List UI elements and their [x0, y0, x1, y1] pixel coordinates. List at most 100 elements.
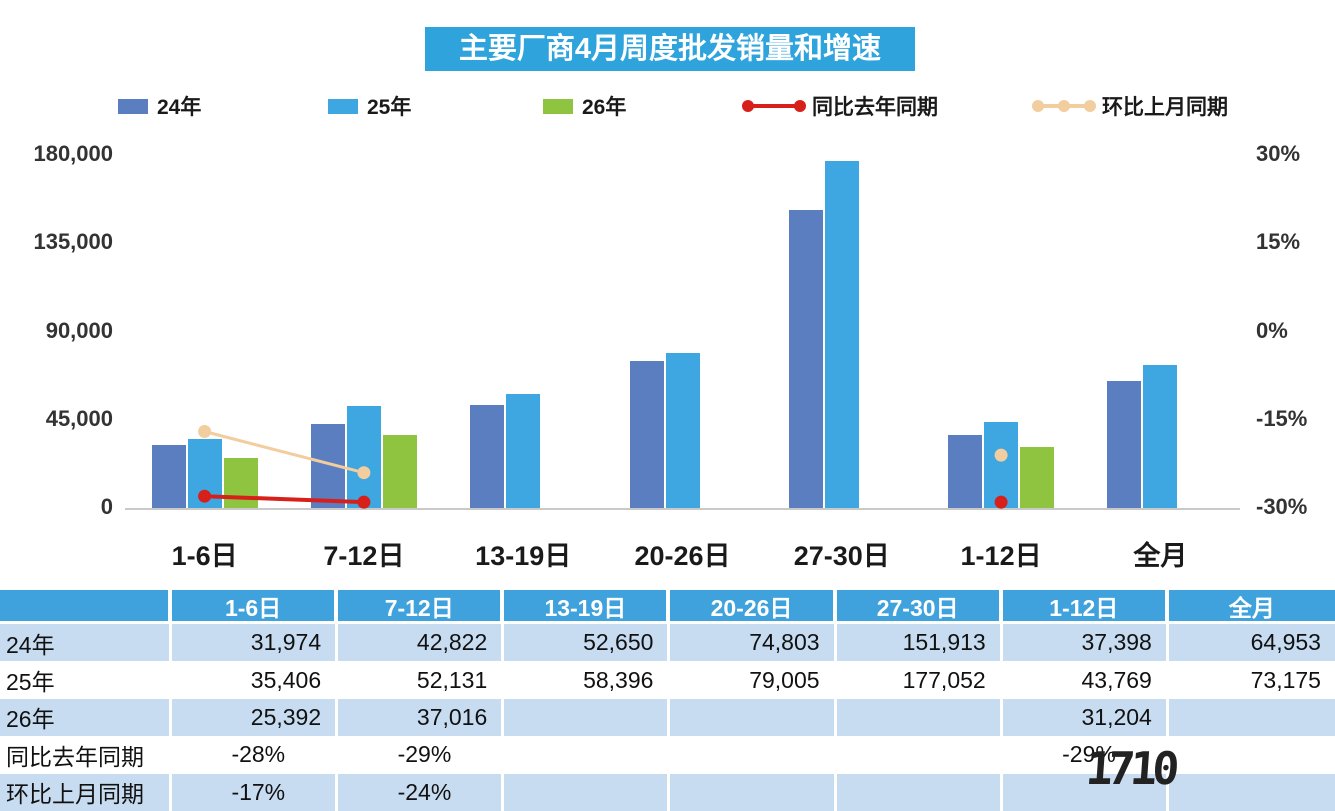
- table-cell: 35,406: [172, 661, 339, 699]
- right-axis-tick: 15%: [1256, 229, 1301, 255]
- legend-bar-swatch: [328, 98, 358, 114]
- left-axis-tick: 135,000: [33, 229, 113, 255]
- table-cell: [1168, 736, 1335, 774]
- bar-series2-cat2: [346, 405, 381, 508]
- line-环比上月同期: [204, 430, 365, 475]
- table-row-4: 同比去年同期 -28% -29% -29%: [0, 736, 1335, 774]
- legend-marker-dot-icon: [1084, 100, 1096, 112]
- table-row-2: 25年 35,406 52,131 58,396 79,005 177,052 43,769…: [0, 661, 1335, 699]
- table-cell: 74,803: [670, 624, 837, 662]
- table-cell: 31,974: [172, 624, 339, 662]
- table-cell: [1168, 698, 1335, 737]
- table-cell: 151,913: [836, 624, 1003, 662]
- chart-title: 主要厂商4月周度批发销量和增速: [425, 27, 915, 71]
- table-cell: 37,016: [338, 698, 505, 737]
- table-cell: [1002, 773, 1169, 811]
- right-axis-tick: 0%: [1256, 317, 1288, 343]
- bar-series2-cat6: [984, 422, 1019, 508]
- table-row-5: 环比上月同期 -17% -24%: [0, 773, 1335, 811]
- table-row-3: 26年 25,392 37,016 31,204: [0, 698, 1335, 737]
- chart-legend: 24年 25年 26年 同比去年同期 环比上月同期: [0, 94, 1335, 120]
- legend-marker-dot-icon: [1058, 100, 1070, 112]
- left-axis-tick: 0: [100, 494, 113, 519]
- row-label: 同比去年同期: [0, 736, 172, 774]
- table-cell: 52,131: [338, 661, 505, 699]
- marker-dot-icon: [198, 425, 212, 438]
- legend-item-4: 同比去年同期: [742, 94, 938, 119]
- bar-series3-cat6: [1020, 446, 1055, 508]
- bar-series1-cat7: [1107, 380, 1142, 508]
- right-axis-tick: -15%: [1256, 405, 1308, 431]
- table-cell: 64,953: [1168, 624, 1335, 662]
- table-cell: 31,204: [1002, 698, 1169, 737]
- legend-line-swatch: [1032, 100, 1096, 112]
- legend-bar-swatch: [543, 98, 573, 114]
- line-overlay: [198, 425, 1008, 509]
- legend-label: 24年: [157, 96, 202, 119]
- table-cell: [670, 736, 837, 774]
- table-cell: 79,005: [670, 661, 837, 699]
- legend-label: 26年: [582, 96, 627, 119]
- bar-series1-cat4: [629, 361, 664, 508]
- table-cell: 42,822: [338, 624, 505, 662]
- watermark: 1710: [1084, 742, 1177, 795]
- table-cell: 43,769: [1002, 661, 1169, 699]
- marker-dot-icon: [357, 466, 371, 480]
- left-axis-tick: 90,000: [45, 317, 113, 343]
- right-axis-tick: 30%: [1256, 141, 1301, 166]
- left-axis-tick: 180,000: [33, 141, 113, 166]
- right-axis: 30% 15% 0% -15% -30%: [1256, 141, 1335, 519]
- left-axis: 180,000 135,000 90,000 45,000 0: [0, 141, 113, 519]
- legend-marker-dot-icon: [1032, 100, 1044, 112]
- legend-item-5: 环比上月同期: [1032, 94, 1228, 119]
- legend-marker-dot-icon: [794, 100, 806, 112]
- table-header-cell: 27-30日: [836, 590, 1003, 624]
- table-cell: 58,396: [504, 661, 671, 699]
- table-cell: [836, 698, 1003, 737]
- x-axis-label: 1-6日: [171, 541, 238, 571]
- table-row-1: 24年 31,974 42,822 52,650 74,803 151,913 37,398…: [0, 624, 1335, 662]
- marker-dot-icon: [198, 489, 212, 503]
- legend-label: 环比上月同期: [1102, 96, 1228, 119]
- bar-series2-cat3: [506, 393, 541, 508]
- row-label: 25年: [0, 661, 172, 699]
- legend-line-swatch: [742, 100, 806, 112]
- plot-area: [125, 155, 1240, 510]
- table-header-cell: 1-6日: [172, 590, 339, 624]
- bar-series1-cat1: [151, 445, 186, 508]
- legend-bar-swatch: [118, 98, 148, 114]
- x-axis-label: 13-19日: [475, 541, 572, 571]
- table-header-cell: 20-26日: [670, 590, 837, 624]
- legend-label: 25年: [367, 96, 412, 119]
- marker-dot-icon: [357, 495, 371, 509]
- bar-series2-cat5: [824, 160, 859, 508]
- x-axis-label: 1-12日: [960, 541, 1042, 571]
- bar-series1-cat6: [948, 434, 983, 508]
- x-axis-label: 7-12日: [323, 541, 405, 571]
- table-cell: [670, 698, 837, 737]
- legend-item-3: 26年: [543, 94, 627, 119]
- line-同比去年同期: [204, 494, 364, 505]
- row-label: 26年: [0, 698, 172, 737]
- table-header-row: 1-6日 7-12日 13-19日 20-26日 27-30日 1-12日 全月: [0, 590, 1335, 624]
- marker-dot-icon: [994, 495, 1008, 509]
- table-cell: 73,175: [1168, 661, 1335, 699]
- table-cell: -29%: [338, 736, 505, 774]
- table-cell: -28%: [172, 736, 339, 774]
- bar-series2-cat4: [665, 353, 700, 508]
- row-label: 24年: [0, 624, 172, 662]
- table-cell: -29%: [1002, 736, 1169, 774]
- bar-series2-cat7: [1143, 364, 1178, 508]
- table-cell: 37,398: [1002, 624, 1169, 662]
- table-cell: [504, 773, 671, 811]
- table-header-cell: 1-12日: [1002, 590, 1169, 624]
- table-cell: 25,392: [172, 698, 339, 737]
- x-axis-label: 20-26日: [634, 541, 731, 571]
- table-cell: [1168, 773, 1335, 811]
- legend-marker-dot-icon: [742, 100, 754, 112]
- right-axis-tick: -30%: [1256, 494, 1308, 519]
- table-header-cell: 全月: [1168, 590, 1335, 624]
- table-cell: [504, 736, 671, 774]
- table-cell: [504, 698, 671, 737]
